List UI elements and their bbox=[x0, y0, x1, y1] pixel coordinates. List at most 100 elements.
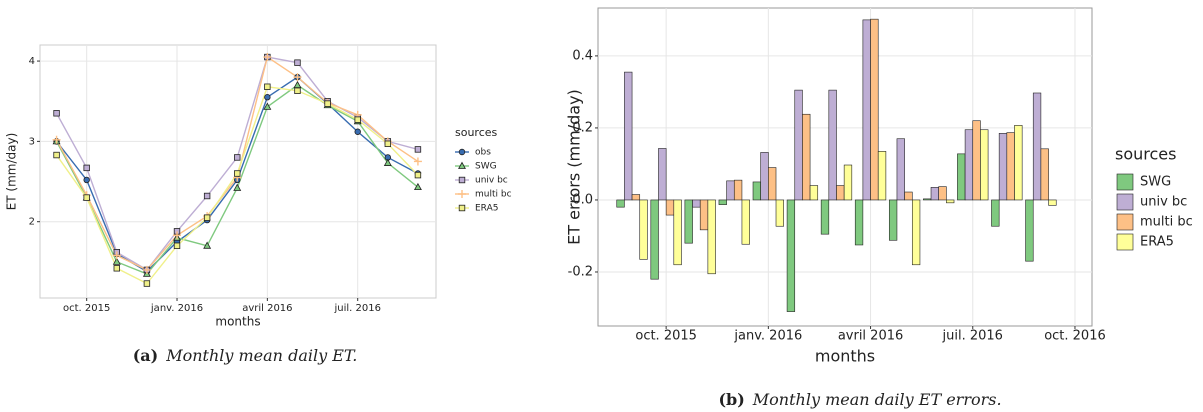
point bbox=[173, 231, 182, 240]
y-axis-title: ET (mm/day) bbox=[5, 133, 19, 211]
bar bbox=[658, 148, 667, 201]
bar bbox=[1048, 199, 1057, 206]
x-tick-label: oct. 2016 bbox=[1044, 329, 1106, 344]
point bbox=[413, 182, 422, 191]
legend-label: univ bc bbox=[1140, 195, 1187, 210]
point bbox=[233, 183, 242, 191]
point bbox=[294, 59, 301, 66]
bar bbox=[911, 199, 921, 266]
point bbox=[324, 100, 331, 107]
bar bbox=[1014, 125, 1023, 201]
bar bbox=[998, 133, 1008, 201]
bar bbox=[1040, 148, 1049, 201]
legend-label: univ bc bbox=[475, 176, 508, 186]
chart: 2 3 4 oct. 2015 janv. 2016 avril 2016 juil. 20… bbox=[5, 44, 512, 365]
x-tick-label: avril 2016 bbox=[242, 303, 292, 314]
bar bbox=[707, 199, 716, 275]
x-axis-title: months bbox=[215, 315, 260, 329]
point bbox=[112, 257, 121, 265]
bar bbox=[1006, 132, 1015, 201]
point bbox=[263, 102, 272, 110]
bar bbox=[1032, 92, 1042, 201]
point bbox=[142, 265, 151, 274]
y-tick-label: 0.0 bbox=[572, 192, 593, 207]
caption-text: Monthly mean daily ET errors. bbox=[752, 390, 1002, 409]
bar bbox=[957, 153, 966, 201]
legend-label: ERA5 bbox=[1140, 235, 1174, 250]
bar bbox=[760, 152, 769, 201]
bar bbox=[964, 129, 974, 201]
point bbox=[143, 280, 151, 287]
bar bbox=[828, 89, 837, 201]
y-tick-label: 3 bbox=[29, 136, 35, 147]
legend-key bbox=[1116, 233, 1134, 251]
y-axis-title: ET errors (mm/day) bbox=[565, 89, 584, 245]
bar bbox=[639, 199, 648, 260]
legend-label: multi bc bbox=[475, 190, 512, 200]
chart: -0.2 0.0 0.2 0.4 oct. 2015 janv. 2016 avril 20… bbox=[565, 7, 1193, 409]
bar bbox=[836, 185, 845, 201]
bar bbox=[733, 179, 743, 201]
point bbox=[173, 242, 181, 249]
bar bbox=[794, 89, 803, 201]
point bbox=[112, 251, 121, 260]
point bbox=[354, 128, 361, 135]
bar bbox=[768, 167, 777, 201]
legend-marker bbox=[458, 204, 466, 212]
legend-title: sources bbox=[1115, 145, 1176, 164]
bar bbox=[1025, 199, 1034, 262]
legend-label: obs bbox=[475, 148, 491, 158]
legend-label: SWG bbox=[475, 162, 497, 172]
bar bbox=[820, 199, 830, 235]
legend-marker bbox=[458, 176, 466, 184]
point bbox=[113, 265, 120, 272]
legend-marker bbox=[458, 148, 466, 156]
bar bbox=[870, 18, 879, 201]
bar bbox=[980, 129, 989, 201]
point bbox=[264, 94, 271, 101]
x-tick-label: oct. 2015 bbox=[63, 303, 110, 314]
point bbox=[53, 110, 60, 117]
x-axis-title: months bbox=[815, 347, 875, 366]
point bbox=[384, 140, 392, 147]
point bbox=[203, 214, 211, 221]
bar bbox=[752, 181, 761, 201]
point bbox=[203, 241, 212, 249]
y-tick-label: 0.4 bbox=[572, 48, 593, 63]
bar bbox=[616, 199, 625, 208]
bar bbox=[923, 198, 932, 201]
bar bbox=[904, 191, 913, 201]
x-tick-label: oct. 2015 bbox=[635, 329, 697, 344]
legend-label: SWG bbox=[1140, 175, 1171, 190]
bar bbox=[699, 199, 709, 231]
point bbox=[414, 146, 422, 153]
bar bbox=[650, 199, 659, 280]
legend-label: multi bc bbox=[1140, 215, 1193, 230]
point bbox=[83, 164, 90, 172]
point bbox=[234, 154, 241, 161]
bar bbox=[624, 71, 633, 201]
bar bbox=[991, 199, 1000, 227]
point bbox=[413, 157, 422, 166]
point bbox=[234, 170, 241, 177]
caption: (b) Monthly mean daily ET errors. bbox=[718, 390, 1001, 409]
bar bbox=[673, 199, 682, 266]
bar bbox=[775, 199, 784, 227]
point bbox=[263, 53, 272, 62]
legend-key bbox=[1116, 173, 1134, 191]
bar bbox=[684, 199, 693, 244]
bar bbox=[786, 199, 796, 312]
legend-key bbox=[1116, 193, 1134, 211]
caption: (a) Monthly mean daily ET. bbox=[133, 346, 358, 365]
point bbox=[83, 176, 90, 184]
bar bbox=[938, 186, 947, 201]
caption-text: Monthly mean daily ET. bbox=[165, 346, 357, 365]
bar bbox=[854, 199, 864, 246]
point bbox=[414, 171, 422, 179]
bar bbox=[726, 180, 735, 201]
legend-title: sources bbox=[455, 126, 498, 139]
point bbox=[83, 194, 90, 201]
x-tick-label: avril 2016 bbox=[838, 329, 903, 344]
bar bbox=[862, 19, 871, 201]
